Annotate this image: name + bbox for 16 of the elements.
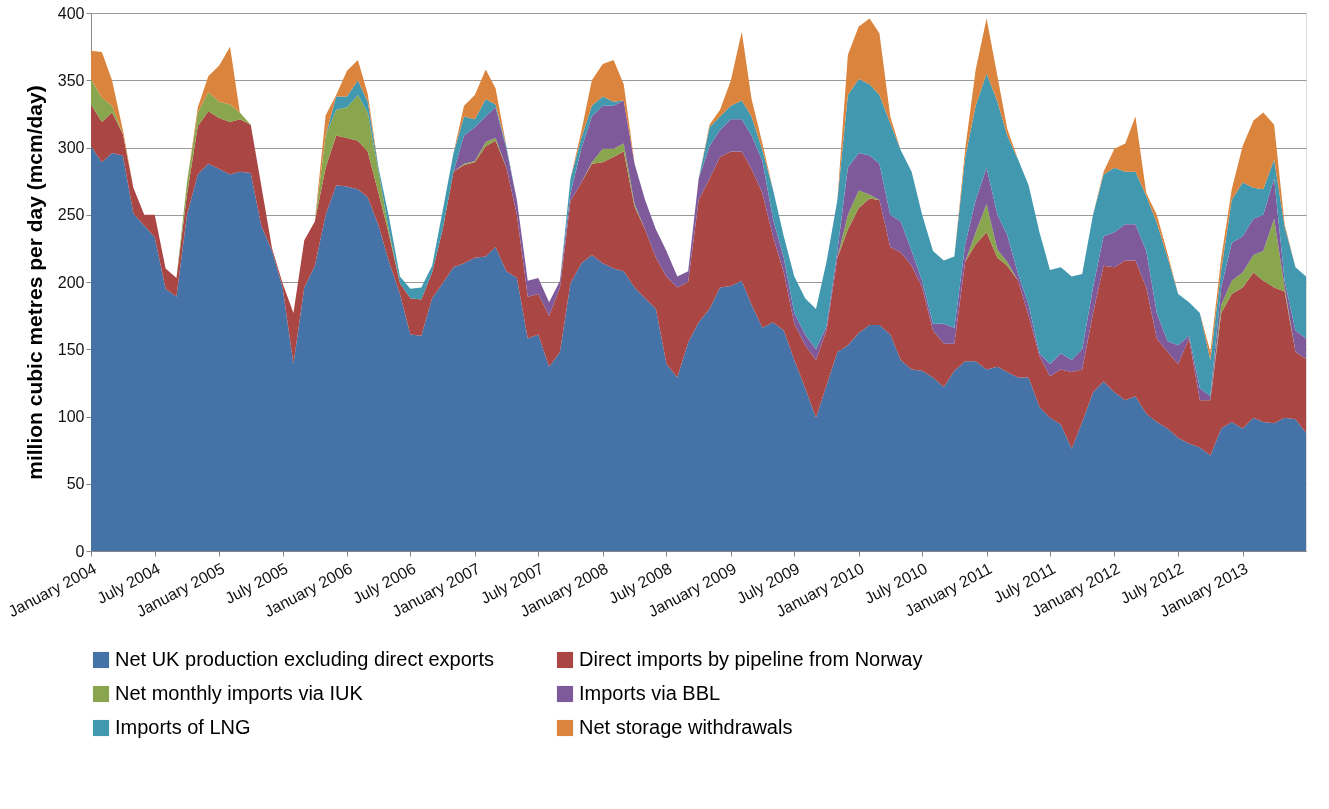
legend-label: Imports via BBL	[579, 682, 721, 704]
y-tick-label: 0	[75, 542, 85, 560]
legend-label: Direct imports by pipeline from Norway	[579, 648, 923, 670]
y-tick-label: 250	[57, 206, 85, 224]
y-axis-title: million cubic metres per day (mcm/day)	[22, 85, 46, 480]
legend-label: Net storage withdrawals	[579, 716, 793, 738]
y-tick-label: 350	[57, 71, 85, 89]
y-tick-label: 400	[57, 4, 85, 22]
y-tick-label: 300	[57, 139, 85, 156]
y-tick-label: 150	[57, 340, 85, 358]
y-tick-label: 100	[57, 408, 85, 425]
legend-label: Imports of LNG	[115, 716, 251, 738]
y-tick-label: 50	[66, 475, 85, 493]
y-tick-label: 200	[57, 273, 85, 291]
legend-label: Net UK production excluding direct exports	[115, 648, 495, 670]
legend-label: Net monthly imports via IUK	[115, 682, 364, 704]
